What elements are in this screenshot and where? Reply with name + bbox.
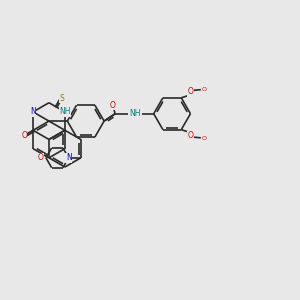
Text: O: O <box>188 131 193 140</box>
Text: NH: NH <box>59 107 70 116</box>
Text: O: O <box>21 131 27 140</box>
Text: N: N <box>30 107 36 116</box>
Text: O: O <box>188 87 193 96</box>
Text: N: N <box>66 153 71 162</box>
Text: S: S <box>60 94 64 103</box>
Text: O: O <box>38 153 43 162</box>
Text: O: O <box>201 87 206 92</box>
Text: O: O <box>110 100 116 109</box>
Text: NH: NH <box>130 109 141 118</box>
Text: O: O <box>201 136 206 140</box>
